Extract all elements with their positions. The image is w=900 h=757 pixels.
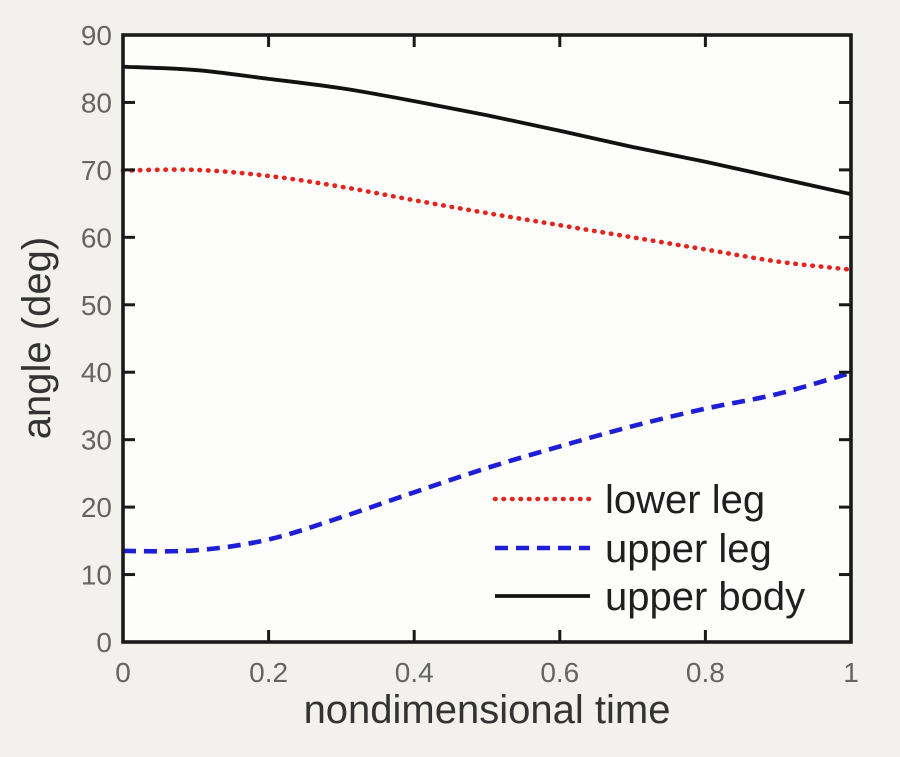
x-tick-label: 0 (115, 657, 131, 688)
y-tick-label: 10 (81, 560, 112, 591)
y-tick-label: 50 (81, 290, 112, 321)
x-tick-label: 0.6 (540, 657, 579, 688)
y-tick-label: 60 (81, 222, 112, 253)
y-tick-label: 30 (81, 425, 112, 456)
y-axis-label: angle (deg) (15, 237, 59, 439)
y-tick-label: 40 (81, 357, 112, 388)
x-tick-label: 0.4 (395, 657, 434, 688)
legend-label: upper body (605, 575, 805, 619)
axes-box (121, 33, 853, 644)
legend-label: upper leg (605, 527, 772, 571)
series-line-lower-leg (120, 167, 854, 273)
legend-label: lower leg (605, 478, 765, 522)
y-tick-label: 20 (81, 492, 112, 523)
y-tick-label: 90 (81, 20, 112, 51)
x-tick-label: 0.2 (249, 657, 288, 688)
x-axis-label: nondimensional time (304, 688, 671, 732)
plot-area (123, 35, 851, 642)
y-tick-label: 70 (81, 155, 112, 186)
y-tick-label: 0 (96, 627, 112, 658)
series-line-upper-body (122, 64, 852, 197)
x-tick-label: 0.8 (686, 657, 725, 688)
y-tick-label: 80 (81, 87, 112, 118)
x-tick-label: 1 (843, 657, 859, 688)
series-curves (120, 64, 854, 554)
